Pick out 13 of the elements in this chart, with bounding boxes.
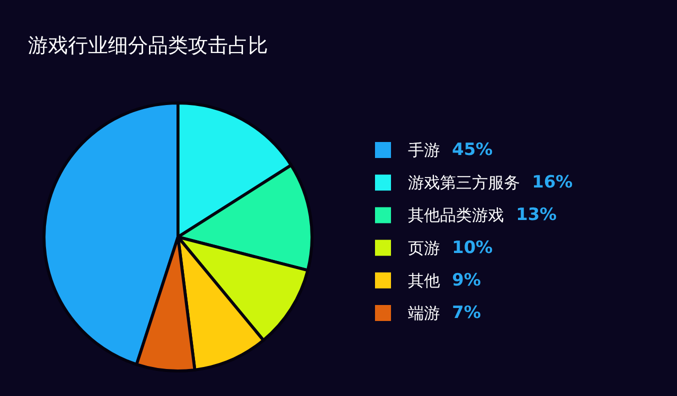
chart-title: 游戏行业细分品类攻击占比 (28, 33, 268, 57)
legend-label: 游戏第三方服务 (408, 173, 520, 192)
legend-label: 页游 (408, 238, 440, 258)
legend-label: 其他品类游戏 (408, 206, 504, 225)
data-label: 45% (452, 140, 493, 160)
legend-label: 端游 (408, 304, 440, 322)
data-label: 16% (532, 172, 573, 193)
legend-label: 其他 (408, 270, 440, 290)
data-label: 10% (452, 238, 493, 258)
data-label: 9% (452, 270, 481, 290)
legend-label: 手游 (408, 140, 440, 160)
data-label: 13% (516, 205, 557, 226)
data-label: 7% (452, 303, 481, 323)
